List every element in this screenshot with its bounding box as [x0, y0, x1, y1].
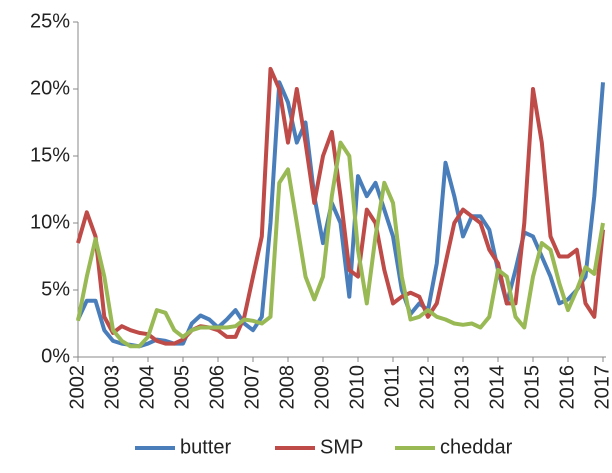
x-tick-label: 2007: [241, 365, 263, 410]
line: [76, 66, 605, 346]
y-tick-label: 10%: [30, 211, 70, 233]
legend-label: SMP: [320, 436, 363, 458]
y-tick-label: 0%: [41, 345, 70, 367]
x-tick-label: 2002: [66, 365, 88, 410]
line: [76, 140, 605, 349]
x-tick-label: 2004: [136, 365, 158, 410]
x-tick-label: 2013: [451, 365, 473, 410]
y-tick-label: 15%: [30, 144, 70, 166]
x-tick-label: 2015: [521, 365, 543, 410]
x-tick-label: 2005: [171, 365, 193, 410]
x-tick-label: 2016: [556, 365, 578, 410]
x-tick-label: 2017: [591, 365, 612, 410]
y-tick-label: 25%: [30, 10, 70, 32]
x-tick-label: 2009: [311, 365, 333, 410]
y-tick-label: 5%: [41, 278, 70, 300]
y-tick-label: 20%: [30, 77, 70, 99]
x-tick-label: 2008: [276, 365, 298, 410]
x-tick-label: 2012: [416, 365, 438, 410]
x-tick-label: 2006: [206, 365, 228, 410]
x-tick-label: 2011: [381, 365, 403, 408]
legend-label: butter: [180, 436, 231, 458]
x-tick-label: 2014: [486, 365, 508, 410]
legend-label: cheddar: [440, 436, 513, 458]
x-tick-label: 2010: [346, 365, 368, 410]
x-tick-label: 2003: [101, 365, 123, 410]
line: [76, 80, 605, 349]
